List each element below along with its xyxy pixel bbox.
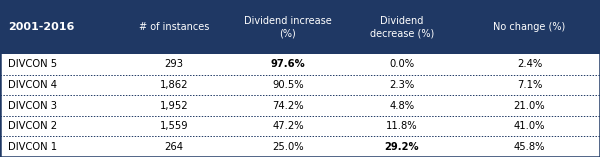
- Text: 2.3%: 2.3%: [389, 80, 415, 90]
- FancyBboxPatch shape: [0, 95, 600, 116]
- Text: 45.8%: 45.8%: [514, 142, 545, 152]
- Text: DIVCON 2: DIVCON 2: [8, 121, 57, 131]
- Text: # of instances: # of instances: [139, 22, 209, 32]
- Text: Dividend increase
(%): Dividend increase (%): [244, 16, 332, 38]
- Text: 1,559: 1,559: [160, 121, 188, 131]
- Text: Dividend
decrease (%): Dividend decrease (%): [370, 16, 434, 38]
- FancyBboxPatch shape: [0, 75, 600, 95]
- Text: 2001-2016: 2001-2016: [8, 22, 74, 32]
- Text: 7.1%: 7.1%: [517, 80, 542, 90]
- Text: 74.2%: 74.2%: [272, 101, 304, 111]
- Text: 90.5%: 90.5%: [272, 80, 304, 90]
- Text: 264: 264: [164, 142, 184, 152]
- Text: DIVCON 1: DIVCON 1: [8, 142, 57, 152]
- Text: DIVCON 4: DIVCON 4: [8, 80, 57, 90]
- Text: 41.0%: 41.0%: [514, 121, 545, 131]
- Text: 11.8%: 11.8%: [386, 121, 418, 131]
- Text: 0.0%: 0.0%: [389, 60, 415, 69]
- FancyBboxPatch shape: [0, 116, 600, 136]
- Text: DIVCON 5: DIVCON 5: [8, 60, 57, 69]
- Text: 1,862: 1,862: [160, 80, 188, 90]
- Text: 1,952: 1,952: [160, 101, 188, 111]
- Text: DIVCON 3: DIVCON 3: [8, 101, 57, 111]
- Text: 4.8%: 4.8%: [389, 101, 415, 111]
- Text: No change (%): No change (%): [493, 22, 566, 32]
- Text: 47.2%: 47.2%: [272, 121, 304, 131]
- Text: 2.4%: 2.4%: [517, 60, 542, 69]
- FancyBboxPatch shape: [0, 54, 600, 75]
- Text: 21.0%: 21.0%: [514, 101, 545, 111]
- FancyBboxPatch shape: [0, 136, 600, 157]
- Text: 97.6%: 97.6%: [271, 60, 305, 69]
- FancyBboxPatch shape: [0, 0, 600, 54]
- Text: 25.0%: 25.0%: [272, 142, 304, 152]
- Text: 293: 293: [164, 60, 184, 69]
- Text: 29.2%: 29.2%: [385, 142, 419, 152]
